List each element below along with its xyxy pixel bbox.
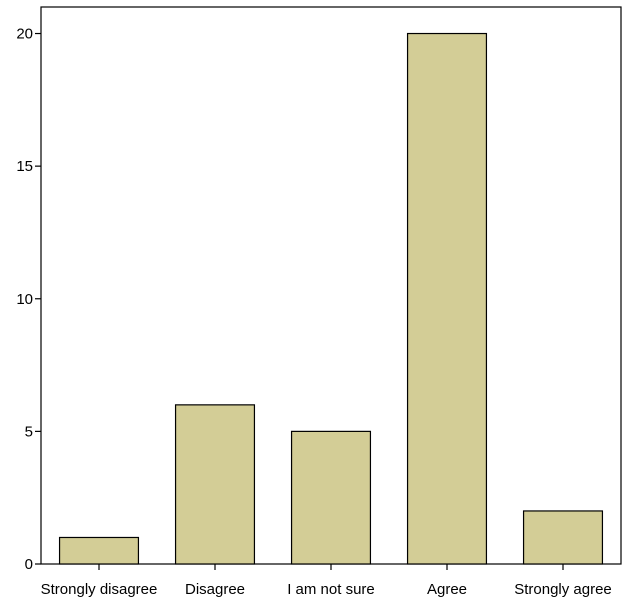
x-category-label: Agree [427, 581, 467, 598]
x-category-label: Disagree [185, 581, 245, 598]
y-tick-label: 0 [25, 556, 33, 573]
y-tick-label: 15 [16, 158, 33, 175]
bars [58, 32, 604, 565]
y-tick-label: 5 [25, 423, 33, 440]
bar [406, 32, 488, 565]
y-tick-label: 20 [16, 26, 33, 43]
x-category-label: Strongly agree [514, 581, 612, 598]
bar [522, 510, 604, 565]
bar [58, 536, 140, 565]
x-category-label: Strongly disagree [41, 581, 158, 598]
x-category-label: I am not sure [287, 581, 375, 598]
bar [174, 404, 256, 565]
y-axis: 0 5 10 15 20 [16, 26, 41, 573]
x-axis: Strongly disagree Disagree I am not sure Ag… [41, 564, 612, 598]
y-tick-label: 10 [16, 291, 33, 308]
bar [290, 430, 372, 565]
